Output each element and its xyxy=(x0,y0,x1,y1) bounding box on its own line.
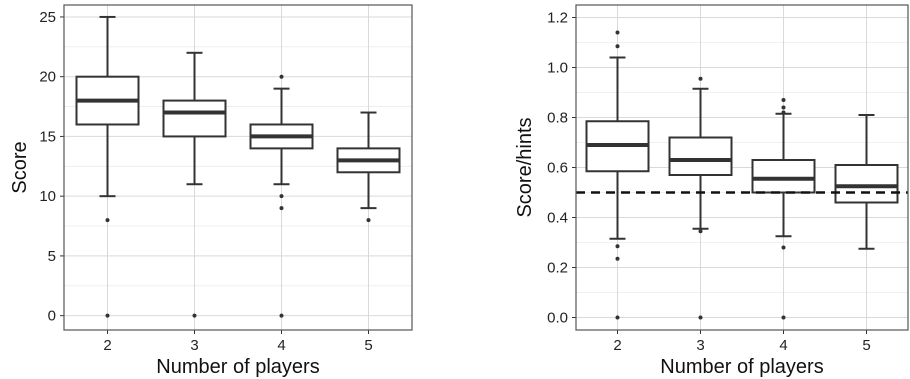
score-chart: 0 5 10 15 20 25 2 3 4 5 Number of players Score xyxy=(9,4,413,378)
outlier-point xyxy=(615,244,620,249)
outlier-point xyxy=(366,218,371,223)
y-tick-label: 0.8 xyxy=(547,110,568,127)
y-tick-label: 0.0 xyxy=(547,310,568,327)
box-4 xyxy=(751,98,816,320)
outlier-point xyxy=(279,206,284,211)
outlier-point xyxy=(781,245,786,250)
outlier-point xyxy=(105,218,110,223)
x-tick-label: 5 xyxy=(364,337,372,354)
y-tick-label: 0.4 xyxy=(547,210,568,227)
y-tick-label: 0.2 xyxy=(547,260,568,277)
box-3 xyxy=(162,51,227,318)
y-tick-label: 0.6 xyxy=(547,160,568,177)
box-3 xyxy=(668,76,733,320)
outlier-point xyxy=(615,30,620,35)
iqr-box xyxy=(834,164,899,204)
y-tick-label: 10 xyxy=(39,188,56,205)
outlier-point xyxy=(781,315,786,320)
box-5 xyxy=(336,111,401,223)
box-5 xyxy=(834,114,899,250)
outlier-point xyxy=(279,313,284,318)
y-tick-label: 5 xyxy=(48,248,56,265)
x-tick-label: 3 xyxy=(696,337,704,354)
y-tick-label: 1.2 xyxy=(547,10,568,27)
x-tick-label: 4 xyxy=(277,337,285,354)
outlier-point xyxy=(615,256,620,261)
x-axis-title: Number of players xyxy=(660,356,823,378)
outlier-point xyxy=(781,105,786,110)
iqr-box xyxy=(668,136,733,176)
outlier-point xyxy=(615,315,620,320)
outlier-point xyxy=(279,74,284,79)
box-2 xyxy=(75,15,140,318)
iqr-box xyxy=(751,159,816,194)
x-tick-label: 5 xyxy=(862,337,870,354)
y-tick-label: 25 xyxy=(39,9,56,26)
panel-border xyxy=(63,4,413,331)
iqr-box xyxy=(162,99,227,138)
x-tick-label: 2 xyxy=(613,337,621,354)
outlier-point xyxy=(781,98,786,102)
x-axis-title: Number of players xyxy=(156,356,319,378)
panel-border xyxy=(575,4,909,331)
x-tick-label: 3 xyxy=(190,337,198,354)
x-tick-label: 4 xyxy=(779,337,787,354)
score-per-hints-chart: 0.0 0.2 0.4 0.6 0.8 1.0 1.2 2 3 4 5 Number of playe… xyxy=(514,4,909,378)
y-tick-label: 1.0 xyxy=(547,60,568,77)
outlier-point xyxy=(698,76,703,81)
y-axis-title: Score xyxy=(9,141,31,193)
y-tick-label: 20 xyxy=(39,69,56,86)
x-tick-label: 2 xyxy=(103,337,111,354)
box-4 xyxy=(249,74,314,318)
outlier-point xyxy=(698,315,703,320)
outlier-point xyxy=(698,229,703,234)
y-tick-label: 15 xyxy=(39,128,56,145)
y-tick-label: 0 xyxy=(48,308,56,325)
outlier-point xyxy=(615,44,620,49)
outlier-point xyxy=(781,110,786,115)
outlier-point xyxy=(192,313,197,318)
box-2 xyxy=(585,30,650,320)
y-axis-title: Score/hints xyxy=(514,117,536,217)
outlier-point xyxy=(105,313,110,318)
outlier-point xyxy=(279,194,284,199)
